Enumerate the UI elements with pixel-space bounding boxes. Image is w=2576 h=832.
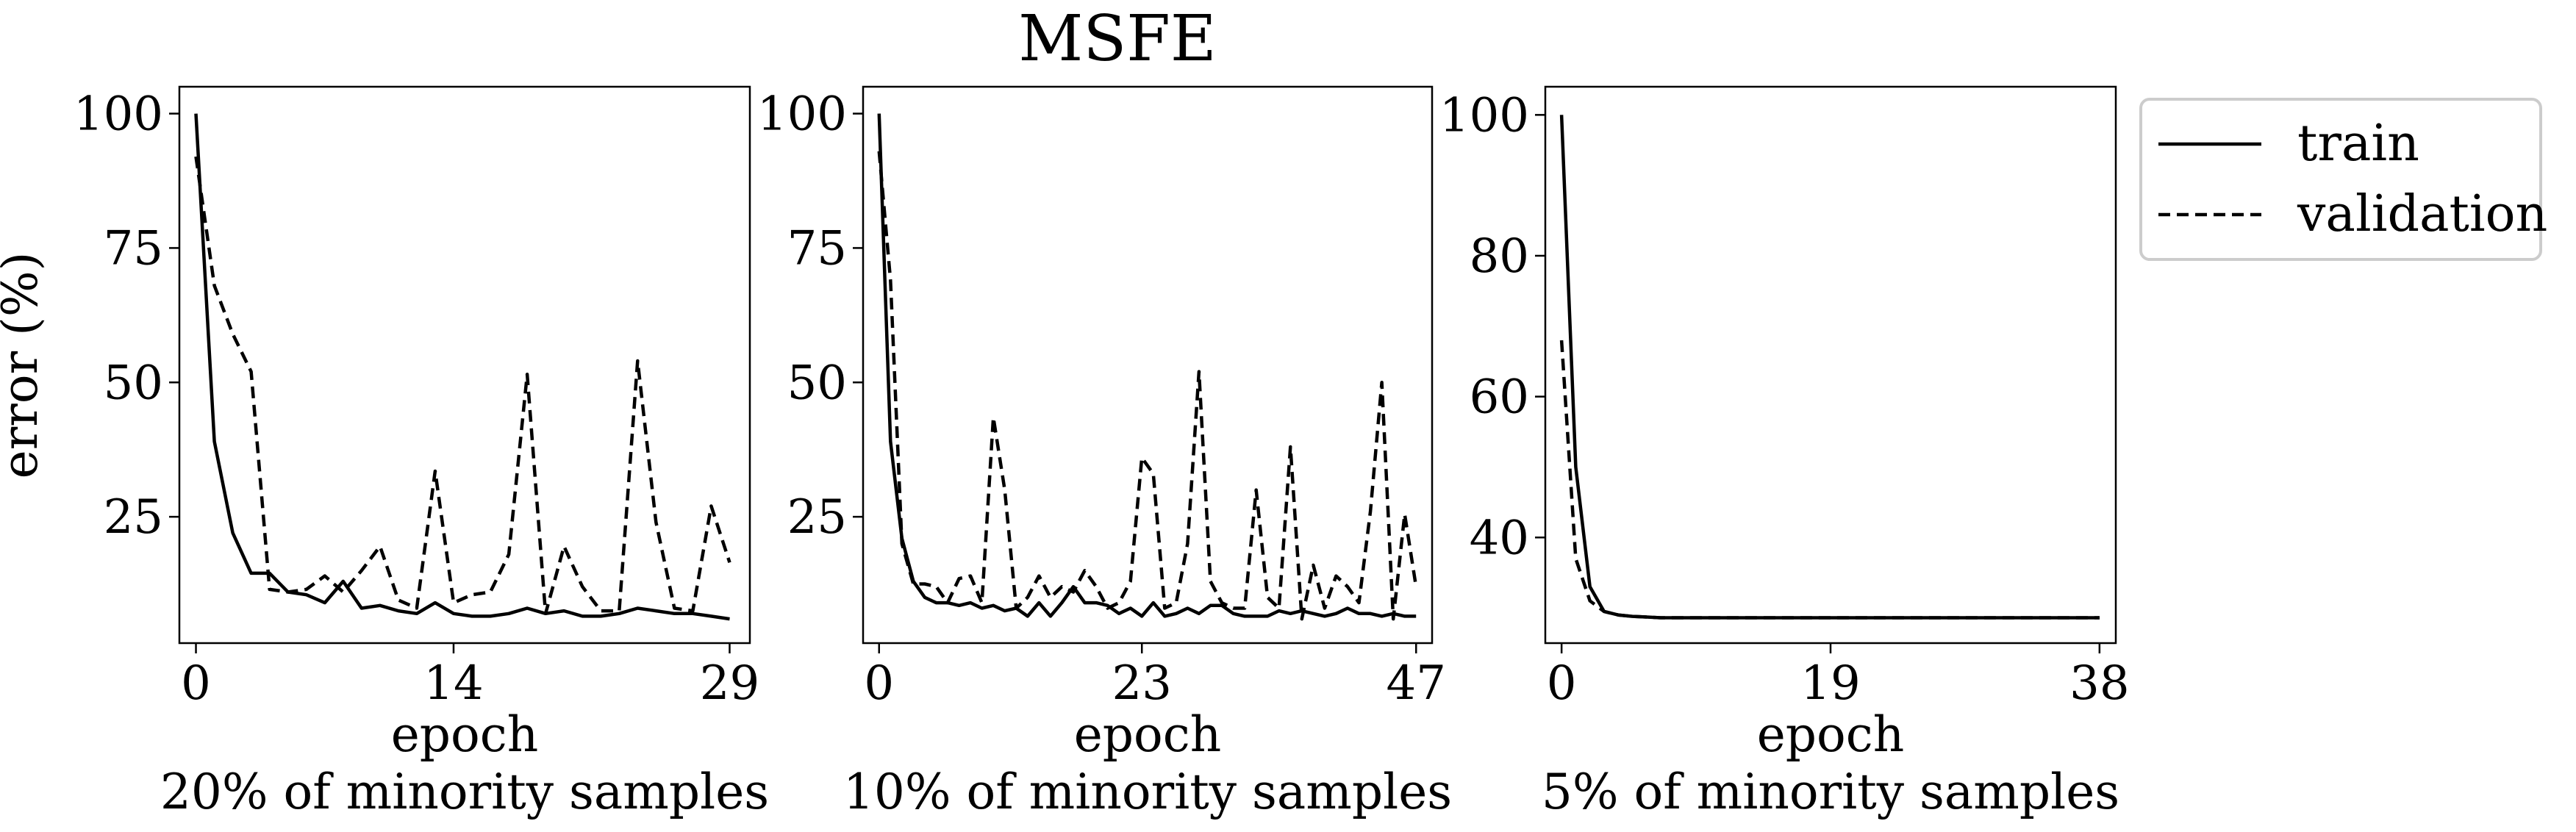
series-line-train [194, 113, 730, 621]
x-axis-sublabel: 5% of minority samples [1542, 764, 2119, 820]
x-tick-label: 0 [864, 656, 894, 711]
y-tick-label: 50 [787, 356, 847, 410]
series-line-train [877, 113, 1417, 618]
y-tick-label: 100 [757, 87, 847, 142]
legend-frame [2139, 98, 2542, 261]
x-tick-label: 47 [1387, 656, 1446, 711]
series-line-validation [1559, 340, 2100, 620]
y-tick-label: 75 [104, 221, 163, 276]
x-axis-label: epoch [1757, 706, 1905, 763]
figure-title: MSFE [1018, 2, 1216, 76]
y-tick-label: 100 [74, 87, 163, 142]
x-axis-label: epoch [391, 706, 539, 763]
plot-frame [178, 85, 751, 645]
x-axis-sublabel: 20% of minority samples [160, 764, 769, 820]
legend-train-label: train [2297, 115, 2419, 173]
y-tick-label: 50 [104, 356, 163, 410]
x-tick-label: 38 [2069, 656, 2129, 711]
x-tick-label: 0 [181, 656, 211, 711]
legend: train validation [2139, 98, 2547, 261]
x-tick-label: 29 [700, 656, 759, 711]
x-axis-label: epoch [1074, 706, 1222, 763]
y-tick-label: 100 [1439, 88, 1529, 143]
y-tick-label: 25 [104, 490, 163, 545]
y-tick-label: 40 [1470, 511, 1529, 565]
y-axis-label: error (%) [0, 252, 49, 479]
x-tick-label: 14 [423, 656, 483, 711]
y-tick-label: 25 [787, 490, 847, 545]
x-axis-sublabel: 10% of minority samples [843, 764, 1452, 820]
legend-validation-label: validation [2297, 185, 2547, 243]
x-tick-label: 19 [1800, 656, 1860, 711]
x-tick-label: 23 [1112, 656, 1172, 711]
x-tick-label: 0 [1547, 656, 1577, 711]
series-line-validation [194, 156, 731, 616]
series-line-validation [877, 151, 1418, 621]
plot-frame [862, 85, 1434, 645]
y-tick-label: 60 [1470, 370, 1529, 425]
y-tick-label: 75 [787, 221, 847, 276]
y-tick-label: 80 [1470, 229, 1529, 284]
